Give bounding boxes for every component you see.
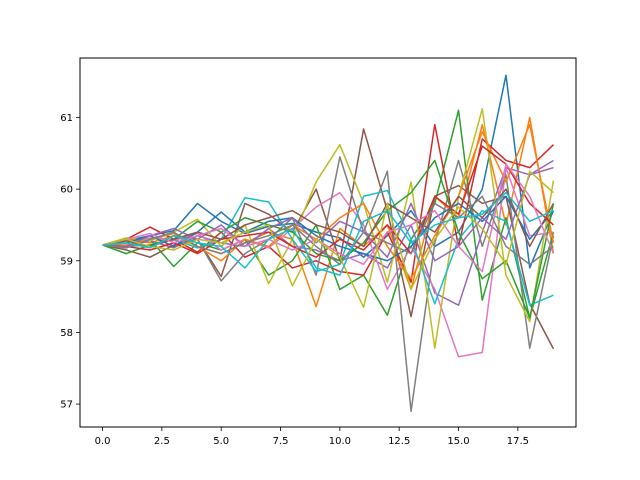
series-line-19 (102, 170, 554, 309)
series-line-1 (102, 74, 555, 269)
x-tick-label: 7.5 (273, 436, 289, 447)
x-tick-label: 10.0 (329, 436, 351, 447)
series-layer (102, 74, 555, 412)
plot-frame (79, 57, 577, 428)
x-tick-label: 5.0 (213, 436, 229, 447)
x-tick-label: 15.0 (447, 436, 469, 447)
x-tick-label: 17.5 (507, 436, 529, 447)
y-tick-label: 61 (60, 113, 73, 124)
y-tick-label: 59 (60, 256, 73, 267)
x-tick-label: 12.5 (388, 436, 410, 447)
x-tick-label: 0.0 (95, 436, 111, 447)
series-line-7 (102, 166, 554, 358)
x-tick-label: 2.5 (154, 436, 170, 447)
series-line-20 (102, 191, 554, 276)
series-line-17 (102, 163, 555, 273)
y-tick-label: 57 (60, 400, 73, 411)
y-axis: 57 58 59 60 61 (60, 113, 80, 411)
y-tick-label: 60 (60, 185, 73, 196)
series-line-15 (102, 166, 554, 262)
y-tick-label: 58 (60, 328, 73, 339)
x-axis: 0.0 2.5 5.0 7.5 10.0 12.5 15.0 17.5 (95, 427, 529, 447)
series-line-18 (102, 195, 554, 266)
